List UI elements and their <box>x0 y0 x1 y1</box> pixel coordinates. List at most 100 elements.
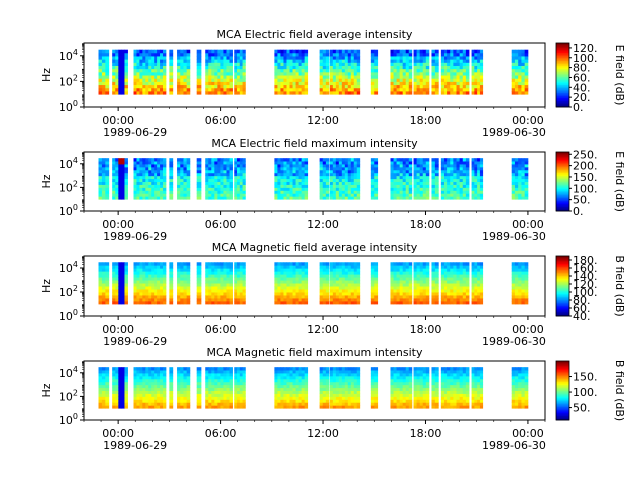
spectrogram-cell <box>163 75 167 79</box>
spectrogram-cell <box>136 181 140 185</box>
spectrogram-cell <box>234 91 238 95</box>
spectrogram-cell <box>186 166 191 171</box>
spectrogram-cell <box>518 193 522 197</box>
spectrogram-cell <box>514 265 519 269</box>
spectrogram-cell <box>477 68 481 73</box>
spectrogram-cell <box>338 84 343 89</box>
spectrogram-cell <box>136 367 140 371</box>
spectrogram-cell <box>286 181 290 185</box>
spectrogram-cell <box>133 367 137 371</box>
spectrogram-cell <box>151 181 155 185</box>
colorbar-swatch <box>556 263 569 266</box>
spectrogram-cell <box>118 405 122 409</box>
spectrogram-cell <box>229 49 233 54</box>
spectrogram-cell <box>304 166 309 171</box>
spectrogram-cell <box>280 62 284 66</box>
spectrogram-cell <box>160 396 164 400</box>
spectrogram-cell <box>335 283 340 287</box>
spectrogram-cell <box>374 181 379 185</box>
spectrogram-cell <box>124 91 128 95</box>
spectrogram-cell <box>163 277 167 281</box>
spectrogram-cell <box>456 280 461 284</box>
spectrogram-cell <box>274 175 278 180</box>
spectrogram-cell <box>211 262 215 266</box>
spectrogram-cell <box>277 87 281 92</box>
spectrogram-cell <box>101 196 106 200</box>
spectrogram-cell <box>242 81 246 86</box>
spectrogram-cell <box>374 84 379 89</box>
spectrogram-cell <box>115 402 119 406</box>
spectrogram-cell <box>431 187 436 191</box>
spectrogram-cell <box>511 68 516 73</box>
spectrogram-cell <box>425 301 430 305</box>
spectrogram-cell <box>344 292 349 296</box>
spectrogram-cell <box>151 289 155 293</box>
spectrogram-cell <box>217 292 221 296</box>
spectrogram-cell <box>136 390 140 394</box>
spectrogram-cell <box>98 367 103 371</box>
spectrogram-cell <box>277 265 281 269</box>
spectrogram-cell <box>186 190 191 194</box>
spectrogram-cell <box>514 161 519 165</box>
spectrogram-cell <box>329 166 334 171</box>
spectrogram-cell <box>440 277 445 281</box>
spectrogram-cell <box>356 62 361 66</box>
spectrogram-cell <box>124 193 128 197</box>
spectrogram-cell <box>443 178 448 183</box>
spectrogram-cell <box>399 49 404 54</box>
spectrogram-cell <box>160 164 164 168</box>
spectrogram-cell <box>154 68 158 73</box>
spectrogram-cell <box>157 169 161 174</box>
spectrogram-cell <box>322 71 327 76</box>
spectrogram-cell <box>341 75 346 79</box>
spectrogram-cell <box>234 81 238 86</box>
spectrogram-cell <box>148 178 152 183</box>
spectrogram-cell <box>511 91 516 95</box>
spectrogram-cell <box>160 175 164 180</box>
spectrogram-cell <box>183 62 188 66</box>
spectrogram-cell <box>408 52 413 57</box>
spectrogram-cell <box>163 49 167 54</box>
spectrogram-cell <box>223 274 227 278</box>
spectrogram-cell <box>101 298 106 302</box>
spectrogram-cell <box>237 56 241 60</box>
spectrogram-cell <box>462 295 467 299</box>
spectrogram-cell <box>142 87 146 92</box>
colorbar-swatch <box>556 65 569 68</box>
spectrogram-cell <box>319 196 324 200</box>
spectrogram-cell <box>450 78 454 82</box>
spectrogram-cell <box>157 298 161 302</box>
spectrogram-cell <box>112 178 116 183</box>
spectrogram-cell <box>416 283 421 287</box>
spectrogram-cell <box>356 56 361 60</box>
spectrogram-cell <box>142 367 146 371</box>
spectrogram-cell <box>431 265 436 269</box>
spectrogram-cell <box>139 181 143 185</box>
spectrogram-cell <box>295 268 299 272</box>
spectrogram-cell <box>471 298 475 302</box>
spectrogram-cell <box>112 381 116 386</box>
spectrogram-cell <box>186 277 191 281</box>
spectrogram-cell <box>277 187 281 191</box>
spectrogram-cell <box>118 81 122 86</box>
spectrogram-cell <box>322 295 327 299</box>
spectrogram-cell <box>370 262 375 266</box>
spectrogram-cell <box>183 393 188 397</box>
spectrogram-cell <box>443 268 448 272</box>
spectrogram-cell <box>151 158 155 162</box>
spectrogram-cell <box>440 172 445 177</box>
spectrogram-cell <box>220 56 224 60</box>
colorbar-swatch <box>556 79 569 82</box>
spectrogram-cell <box>332 268 337 272</box>
spectrogram-cell <box>347 196 352 200</box>
spectrogram-cell <box>289 52 293 57</box>
spectrogram-cell <box>145 166 149 171</box>
spectrogram-cell <box>477 184 481 188</box>
spectrogram-cell <box>474 268 478 272</box>
spectrogram-cell <box>223 367 227 371</box>
spectrogram-cell <box>226 52 230 57</box>
spectrogram-cell <box>329 91 334 95</box>
spectrogram-cell <box>408 161 413 165</box>
spectrogram-cell <box>101 301 106 305</box>
spectrogram-cell <box>511 81 516 86</box>
